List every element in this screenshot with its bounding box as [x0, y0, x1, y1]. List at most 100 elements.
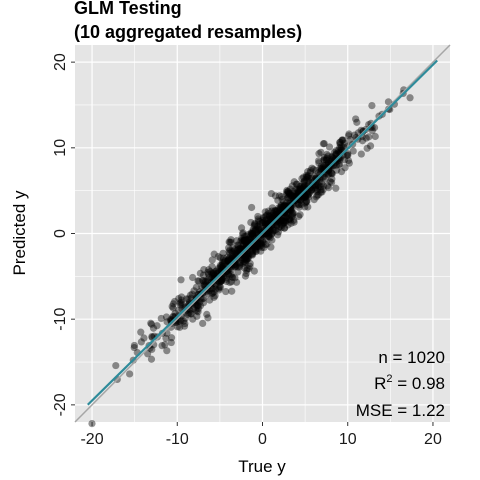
scatter-point — [225, 238, 233, 246]
scatter-point — [255, 224, 263, 232]
scatter-point — [285, 190, 294, 198]
scatter-point — [245, 250, 253, 258]
scatter-point — [162, 334, 170, 342]
scatter-point — [149, 324, 158, 332]
scatter-point — [162, 313, 171, 321]
scatter-point — [298, 200, 306, 208]
scatter-point — [236, 259, 244, 267]
scatter-point — [240, 236, 248, 244]
scatter-point — [259, 216, 267, 225]
scatter-point — [321, 175, 329, 183]
scatter-point — [262, 240, 270, 248]
scatter-point — [312, 166, 320, 174]
scatter-point — [228, 253, 237, 261]
scatter-point — [336, 144, 344, 152]
scatter-point — [219, 256, 227, 265]
scatter-point — [344, 156, 353, 165]
scatter-point — [283, 213, 291, 221]
scatter-point — [153, 322, 161, 330]
scatter-point — [345, 132, 353, 140]
scatter-point — [265, 233, 273, 241]
scatter-point — [175, 294, 183, 303]
scatter-point — [196, 269, 204, 277]
annotation-r2-sup: 2 — [386, 373, 392, 385]
scatter-point — [384, 98, 393, 106]
scatter-point — [300, 177, 309, 185]
scatter-point — [266, 215, 274, 224]
scatter-point — [239, 229, 247, 237]
scatter-point — [301, 193, 309, 201]
scatter-point — [227, 238, 235, 246]
scatter-point — [341, 156, 349, 164]
scatter-point — [274, 228, 283, 236]
scatter-point — [251, 226, 259, 235]
scatter-point — [220, 258, 229, 267]
scatter-point — [215, 286, 223, 294]
scatter-point — [273, 207, 281, 215]
scatter-point — [318, 188, 326, 196]
scatter-point — [226, 254, 234, 262]
scatter-point — [169, 300, 177, 308]
scatter-point — [328, 169, 336, 177]
scatter-point — [204, 268, 212, 276]
scatter-point — [211, 282, 219, 290]
scatter-point — [126, 370, 134, 378]
scatter-point — [209, 269, 218, 278]
scatter-point — [301, 192, 309, 201]
scatter-point — [194, 302, 202, 310]
scatter-point — [251, 243, 259, 251]
scatter-point — [232, 237, 241, 245]
scatter-point — [335, 160, 344, 168]
scatter-point — [307, 187, 315, 195]
scatter-point — [353, 118, 361, 126]
scatter-point — [258, 219, 266, 227]
scatter-point — [251, 226, 260, 234]
scatter-point — [230, 246, 238, 254]
scatter-point — [191, 306, 200, 314]
scatter-point — [286, 216, 295, 224]
scatter-point — [274, 231, 282, 239]
y-axis-label: Predicted y — [10, 190, 29, 276]
scatter-point — [248, 203, 256, 212]
scatter-point — [288, 213, 296, 221]
scatter-point — [313, 185, 321, 193]
scatter-point — [236, 244, 244, 252]
scatter-point — [201, 277, 210, 285]
scatter-point — [315, 157, 323, 165]
scatter-point — [240, 237, 248, 245]
scatter-point — [366, 142, 375, 150]
scatter-point — [278, 193, 286, 201]
scatter-point — [254, 212, 262, 221]
scatter-point — [228, 287, 236, 295]
scatter-point — [326, 177, 334, 186]
scatter-point — [332, 150, 340, 158]
scatter-point — [239, 259, 247, 268]
scatter-point — [279, 219, 287, 228]
scatter-point — [234, 241, 243, 249]
scatter-point — [313, 191, 321, 199]
scatter-point — [265, 212, 274, 221]
scatter-point — [227, 278, 236, 286]
scatter-point — [246, 262, 254, 270]
scatter-point — [227, 266, 235, 274]
scatter-point — [328, 178, 336, 187]
scatter-point — [184, 295, 192, 303]
scatter-point — [280, 202, 288, 210]
scatter-point — [260, 243, 268, 252]
scatter-point — [302, 173, 310, 181]
scatter-point — [241, 232, 249, 240]
scatter-point — [292, 185, 300, 193]
scatter-point — [284, 187, 292, 196]
scatter-point — [206, 296, 214, 304]
scatter-point — [304, 203, 312, 211]
scatter-point — [242, 252, 250, 260]
scatter-point — [262, 212, 270, 220]
scatter-point — [320, 153, 329, 162]
scatter-point — [253, 242, 261, 250]
scatter-point — [229, 273, 237, 282]
scatter-point — [216, 278, 224, 286]
scatter-point — [189, 273, 197, 282]
scatter-point — [289, 189, 298, 197]
scatter-point — [268, 213, 276, 222]
scatter-point — [234, 268, 242, 276]
